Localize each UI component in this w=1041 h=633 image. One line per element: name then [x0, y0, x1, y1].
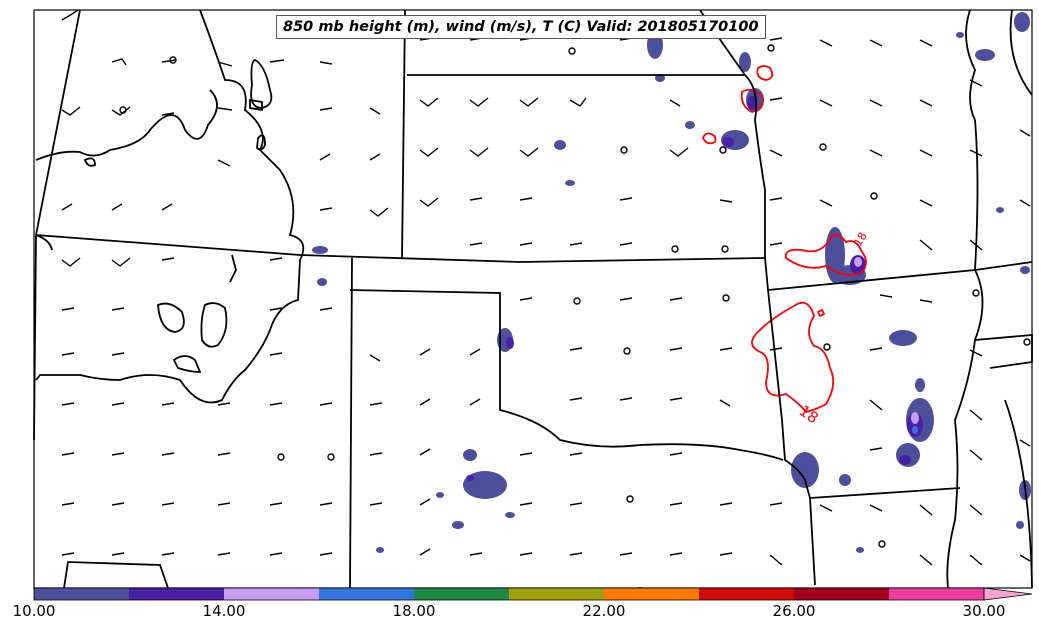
state-boundaries	[33, 9, 1033, 591]
height-contours	[35, 9, 305, 404]
colorbar-bin	[889, 588, 984, 600]
wind-barbs	[61, 9, 1031, 566]
colorbar-bin	[699, 588, 794, 600]
colorbar-bin	[129, 588, 224, 600]
colorbar-bin	[414, 588, 509, 600]
colorbar-tick-label: 14.00	[202, 602, 246, 620]
colorbar-bin	[224, 588, 319, 600]
colorbar-bin	[319, 588, 414, 600]
colorbar-bin	[794, 588, 889, 600]
calm-wind-markers	[119, 44, 1031, 548]
contour-label: 18	[851, 230, 869, 249]
colorbar-bin	[604, 588, 699, 600]
shaded-field	[312, 12, 1031, 593]
temperature-contours	[702, 65, 867, 414]
colorbar-bin	[34, 588, 129, 600]
map-title: 850 mb height (m), wind (m/s), T (C) Val…	[276, 15, 766, 39]
colorbar-tick-label: 30.00	[962, 602, 1006, 620]
colorbar-tick-label: 22.00	[582, 602, 626, 620]
colorbar-tick-label: 18.00	[392, 602, 436, 620]
colorbar-tick-label: 26.00	[772, 602, 816, 620]
colorbar	[33, 587, 1033, 601]
colorbar-tick-label: 10.00	[12, 602, 56, 620]
colorbar-frame	[33, 587, 985, 601]
colorbar-bin	[509, 588, 604, 600]
